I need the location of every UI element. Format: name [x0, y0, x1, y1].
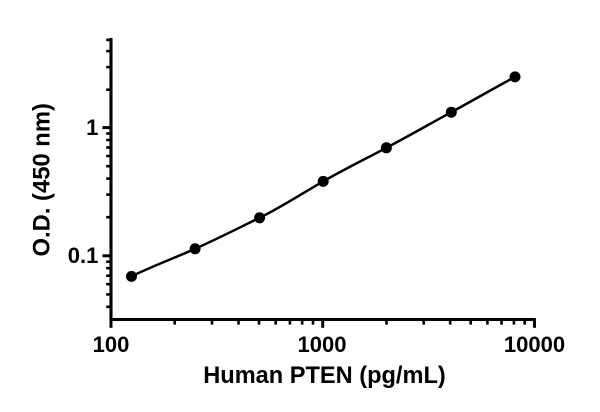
- svg-text:100: 100: [93, 332, 130, 357]
- svg-text:10000: 10000: [504, 332, 565, 357]
- svg-text:1: 1: [86, 115, 98, 140]
- svg-text:O.D. (450 nm): O.D. (450 nm): [29, 103, 56, 256]
- svg-text:0.1: 0.1: [68, 243, 99, 268]
- svg-text:1000: 1000: [298, 332, 347, 357]
- svg-text:Human PTEN (pg/mL): Human PTEN (pg/mL): [203, 363, 445, 389]
